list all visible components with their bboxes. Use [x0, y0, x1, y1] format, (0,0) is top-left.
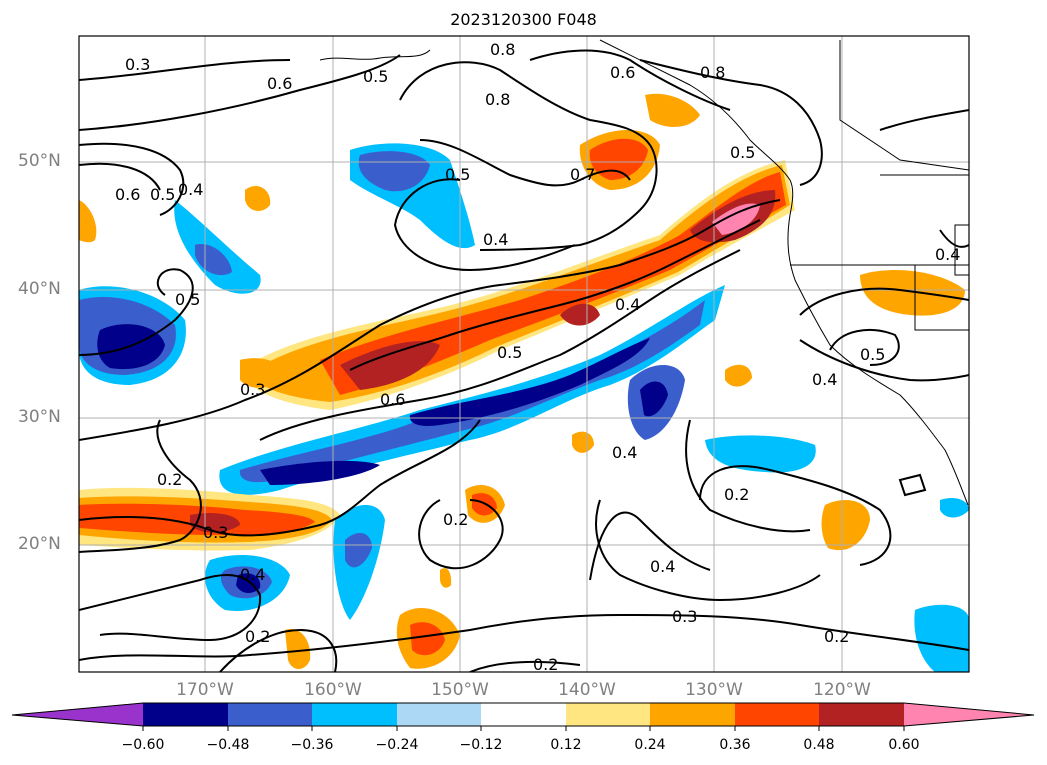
contour-label: 0.5 [175, 290, 200, 309]
contour-label: 0.5 [860, 345, 885, 364]
lat-label: 50°N [18, 151, 61, 171]
colorbar-tick-label: −0.48 [206, 737, 250, 753]
colorbar-segment [312, 703, 397, 726]
contour-label: 0.4 [615, 295, 640, 314]
contour-label: 0.6 [380, 390, 405, 409]
colorbar-segment [397, 703, 482, 726]
contour-label: 0.5 [497, 343, 522, 362]
map-plot-area: 0.3 0.6 0.5 0.8 0.6 0.8 0.8 0.6 0.5 0.4 … [79, 36, 969, 674]
lon-label: 120°W [813, 680, 871, 700]
colorbar [11, 702, 1035, 731]
coastlines [319, 39, 969, 506]
contour-label: 0.3 [125, 55, 150, 74]
contour-label: 0.8 [485, 90, 510, 109]
lat-label: 20°N [18, 534, 61, 554]
contour-label: 0.2 [533, 655, 558, 674]
colorbar-tick-label: 0.48 [803, 737, 835, 753]
contour-label: 0.3 [672, 607, 697, 626]
contour-label: 0.4 [612, 443, 637, 462]
contour-label: 0.5 [363, 67, 388, 86]
contour-label: 0.8 [700, 63, 725, 82]
colorbar-tick-label: 0.12 [550, 737, 582, 753]
contour-label: 0.3 [203, 523, 228, 542]
contour-label: 0.4 [812, 370, 837, 389]
colorbar-segment [819, 703, 904, 726]
contour-label: 0.2 [824, 627, 849, 646]
contour-label: 0.2 [724, 485, 749, 504]
colorbar-tick-label: 0.36 [719, 737, 751, 753]
contour-lines [79, 49, 969, 672]
contour-label: 0.4 [483, 230, 508, 249]
contour-label: 0.6 [267, 74, 292, 93]
contour-label-group: 0.3 0.6 0.5 0.8 0.6 0.8 0.8 0.6 0.5 0.4 … [115, 40, 960, 674]
contour-label: 0.4 [178, 180, 203, 199]
contour-label: 0.7 [570, 165, 595, 184]
colorbar-segment [228, 703, 313, 726]
contour-label: 0.3 [240, 380, 265, 399]
contour-label: 0.2 [443, 510, 468, 529]
contour-label: 0.4 [650, 557, 675, 576]
colorbar-tick-label: −0.60 [121, 737, 165, 753]
lon-label: 150°W [431, 680, 489, 700]
contour-label: 0.5 [150, 185, 175, 204]
colorbar-tick-label: −0.24 [375, 737, 419, 753]
lon-label: 170°W [176, 680, 234, 700]
contour-label: 0.4 [935, 245, 960, 264]
contour-label: 0.5 [445, 165, 470, 184]
contour-label: 0.2 [157, 470, 182, 489]
colorbar-segment [650, 703, 735, 726]
colorbar-segment [12, 703, 143, 726]
plot-frame [78, 35, 970, 673]
colorbar-segment [566, 703, 651, 726]
contour-label: 0.6 [610, 63, 635, 82]
map-title: 2023120300 F048 [450, 10, 597, 29]
lon-label: 160°W [304, 680, 362, 700]
contour-label: 0.6 [115, 185, 140, 204]
colorbar-tick-label: 0.24 [634, 737, 666, 753]
colorbar-segment [143, 703, 228, 726]
colorbar-segment [904, 703, 1034, 726]
colorbar-segment [735, 703, 820, 726]
lat-label: 40°N [18, 279, 61, 299]
contour-label: 0.5 [730, 143, 755, 162]
contour-label: 0.2 [245, 627, 270, 646]
lon-label: 140°W [558, 680, 616, 700]
colorbar-tick-label: 0.60 [888, 737, 920, 753]
lat-label: 30°N [18, 407, 61, 427]
colorbar-tick-label: −0.12 [459, 737, 503, 753]
contour-label: 0.4 [240, 565, 265, 584]
contour-label: 0.8 [490, 40, 515, 59]
colorbar-ticks [142, 726, 905, 731]
colorbar-segment [481, 703, 566, 726]
colorbar-tick-label: −0.36 [290, 737, 334, 753]
lon-label: 130°W [685, 680, 743, 700]
